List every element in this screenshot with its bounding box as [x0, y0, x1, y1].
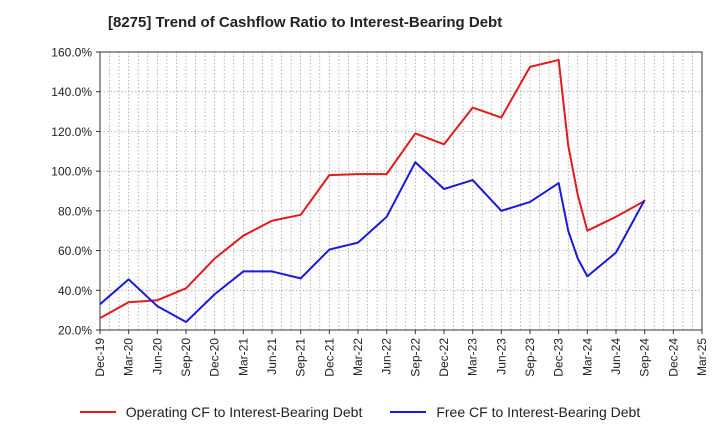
series-line-free-cf [99, 161, 646, 324]
x-tick-label: Dec-23 [552, 338, 566, 377]
y-tick-label: 140.0% [51, 85, 92, 99]
x-tick-label: Sep-23 [523, 338, 537, 377]
x-tick-label: Sep-20 [179, 338, 193, 377]
x-tick-label: Dec-19 [93, 338, 107, 377]
x-tick-label: Jun-20 [150, 338, 164, 375]
x-tick-label: Mar-24 [580, 338, 594, 376]
x-tick-label: Mar-23 [466, 338, 480, 376]
x-tick-label: Jun-22 [380, 338, 394, 375]
legend-swatch-free-cf [390, 411, 427, 413]
x-tick-label: Mar-21 [236, 338, 250, 376]
x-tick-label: Mar-22 [351, 338, 365, 376]
x-tick-label: Jun-21 [265, 338, 279, 375]
legend: Operating CF to Interest-Bearing Debt Fr… [0, 404, 720, 420]
x-tick-label: Mar-25 [695, 338, 709, 376]
plot-frame [99, 51, 703, 331]
legend-item-operating-cf: Operating CF to Interest-Bearing Debt [79, 404, 363, 420]
y-tick-label: 60.0% [58, 244, 92, 258]
y-tick-label: 120.0% [51, 125, 92, 139]
y-tick-label: 40.0% [58, 284, 92, 298]
legend-label-operating-cf: Operating CF to Interest-Bearing Debt [125, 404, 363, 420]
x-tick-label: Jun-24 [609, 338, 623, 375]
legend-label-free-cf: Free CF to Interest-Bearing Debt [436, 404, 641, 420]
y-tick-label: 100.0% [51, 165, 92, 179]
y-tick-label: 160.0% [51, 46, 92, 60]
x-tick-label: Sep-24 [638, 338, 652, 377]
x-tick-label: Dec-24 [666, 338, 680, 377]
y-tick-label: 20.0% [58, 324, 92, 338]
series-line-operating-cf [99, 58, 646, 319]
chart-title: [8275] Trend of Cashflow Ratio to Intere… [108, 14, 503, 31]
x-tick-label: Jun-23 [494, 338, 508, 375]
x-tick-label: Sep-21 [294, 338, 308, 377]
x-tick-label: Mar-20 [122, 338, 136, 376]
x-tick-label: Sep-22 [408, 338, 422, 377]
x-tick-label: Dec-21 [322, 338, 336, 377]
x-tick-label: Dec-20 [208, 338, 222, 377]
y-tick-label: 80.0% [58, 204, 92, 218]
legend-item-free-cf: Free CF to Interest-Bearing Debt [390, 404, 640, 420]
x-tick-label: Dec-22 [437, 338, 451, 377]
legend-swatch-operating-cf [79, 411, 116, 413]
